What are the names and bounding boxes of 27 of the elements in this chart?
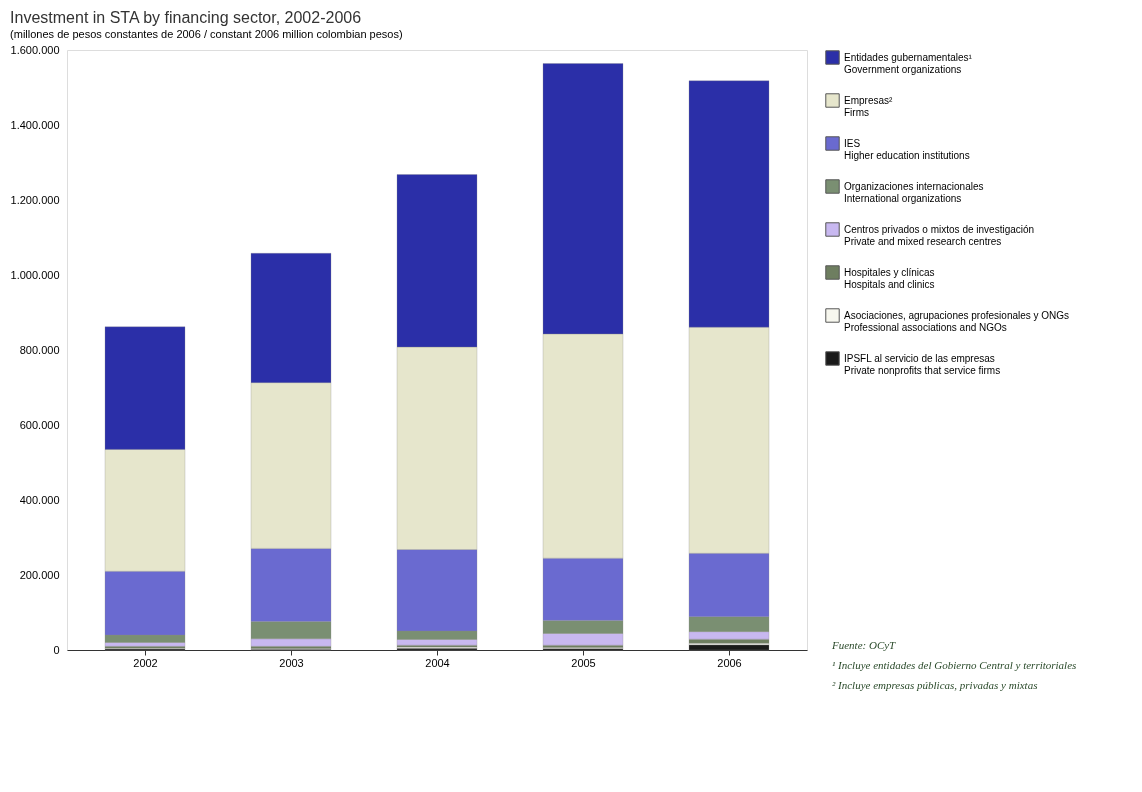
y-tick-label: 1.000.000	[10, 268, 60, 281]
text: ¹ Incluye entidades del Gobierno Central y territoriales	[832, 659, 1077, 671]
chart-title: Investment in STA by financing sector, 2002-2006	[10, 9, 362, 26]
legend-label: Empresas² Firms	[844, 94, 894, 118]
legend-label: Organizaciones internacionales International organizations	[844, 180, 984, 204]
legend-label: Centros privados o mixtos de investigación Private and mixed research centres	[844, 223, 1035, 247]
x-tick-label: 2002	[133, 656, 158, 669]
y-tick-label: 200.000	[19, 568, 60, 581]
legend-label: IPSFL al servicio de las empresas Private nonprofits that service firms	[844, 352, 1001, 376]
x-tick-label: 2004	[425, 656, 450, 669]
y-tick-label: 1.600.000	[10, 43, 60, 56]
legend-label: IES Higher education institutions	[844, 137, 970, 161]
y-tick-label: 800.000	[19, 343, 60, 356]
text: ² Incluye empresas públicas, privadas y mixtas	[832, 679, 1038, 691]
y-tick-label: 1.400.000	[10, 118, 60, 131]
y-tick-label: 400.000	[19, 493, 60, 506]
legend-label: Asociaciones, agrupaciones profesionales y ONGs Professional associations and NGOs	[844, 309, 1070, 333]
chart-subtitle: (millones de pesos constantes de 2006 / constant 2006 million colombian pesos)	[10, 28, 403, 40]
y-tick-label: 1.200.000	[10, 193, 60, 206]
x-tick-label: 2006	[717, 656, 742, 669]
x-tick-label: 2005	[571, 656, 596, 669]
y-tick-label: 0	[53, 643, 60, 656]
x-tick-label: 2003	[279, 656, 304, 669]
legend-label: Entidades gubernamentales¹ Government organizations	[844, 51, 973, 75]
y-tick-label: 600.000	[19, 418, 60, 431]
source-note: Fuente: OCyT	[831, 639, 897, 651]
legend-label: Hospitales y clínicas Hospitals and clinics	[844, 266, 935, 290]
